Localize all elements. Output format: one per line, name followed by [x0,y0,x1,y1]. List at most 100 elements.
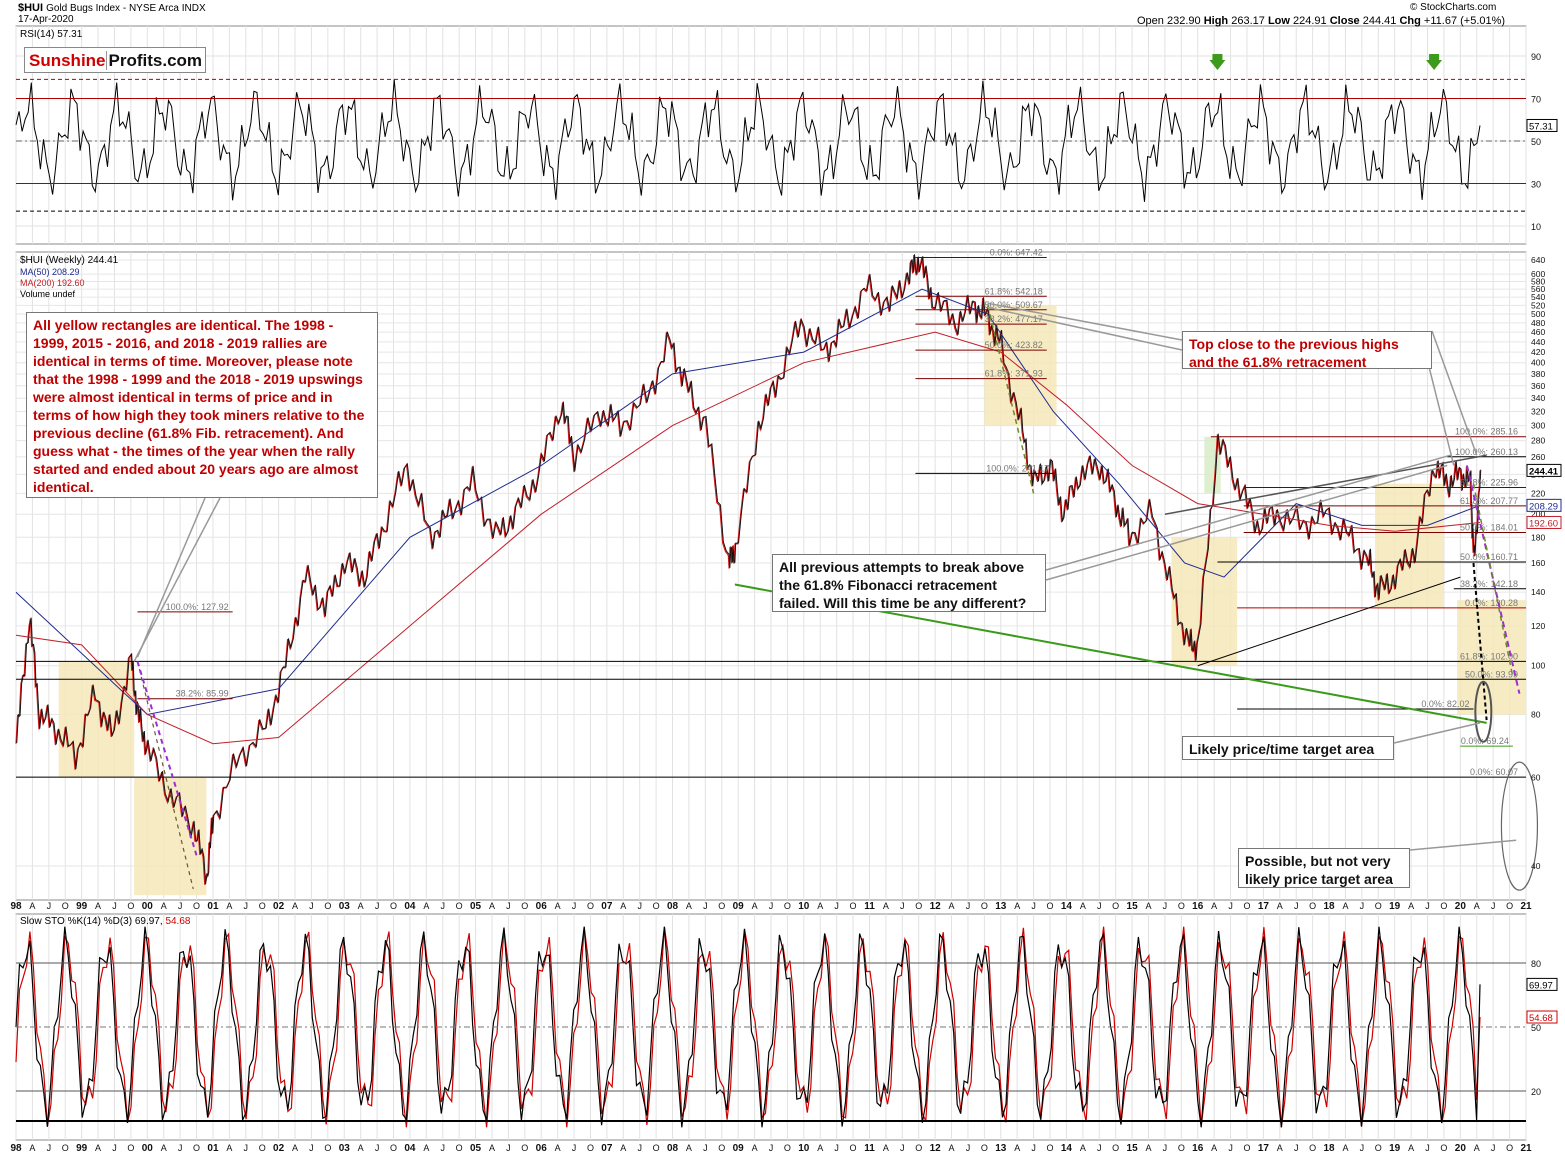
x-tick-label: A [358,901,364,911]
rsi-tick-label: 10 [1531,222,1541,232]
x-tick-label: O [127,901,134,911]
x-tick-label: O [1112,901,1119,911]
x-tick-label: O [324,1143,331,1153]
black-projection-line [1472,562,1488,721]
x-tick-label: A [555,901,561,911]
x-tick-label: A [1014,901,1020,911]
x-tick-label: J [440,901,445,911]
x-tick-label: O [784,901,791,911]
x-tick-label: A [555,1143,561,1153]
x-tick-label: J [637,1143,642,1153]
x-tick-label: O [1506,1143,1513,1153]
price-tick-label: 40 [1531,861,1541,871]
x-tick-label: J [769,901,774,911]
x-tick-label: O [521,1143,528,1153]
green-down-arrow [1209,54,1226,70]
x-tick-label: J [1360,1143,1365,1153]
time-window-rectangle [1457,600,1526,715]
x-tick-label: J [1228,1143,1233,1153]
header-symbol-line: $HUI Gold Bugs Index - NYSE Arca INDX [18,2,206,14]
x-tick-label: J [1425,1143,1430,1153]
x-tick-label: 05 [470,901,482,912]
x-tick-label: A [95,901,101,911]
x-tick-label: J [47,901,52,911]
x-tick-label: O [1243,1143,1250,1153]
x-tick-label: J [112,1143,117,1153]
sto-value-label: 54.68 [1529,1013,1553,1024]
x-tick-label: J [375,901,380,911]
x-tick-label: 19 [1389,901,1401,912]
x-tick-label: O [390,901,397,911]
x-tick-label: O [915,1143,922,1153]
x-tick-label: A [949,901,955,911]
fib-level-label: 61.8%: 207.77 [1460,496,1518,506]
x-tick-label: A [620,901,626,911]
x-tick-label: 08 [667,901,679,912]
fib-level-label: 61.8%: 225.96 [1460,478,1518,488]
price-tick-label: 60 [1531,772,1541,782]
x-tick-label: J [1294,1143,1299,1153]
time-window-rectangle [1171,537,1238,666]
x-tick-label: J [1425,901,1430,911]
x-tick-label: A [620,1143,626,1153]
note-connector-line [1393,722,1481,744]
x-tick-label: 16 [1192,901,1204,912]
annotation-lines [16,54,1539,1122]
x-tick-label: J [703,901,708,911]
fib-level-label: 38.2%: 85.99 [176,689,229,699]
x-tick-label: A [1145,1143,1151,1153]
price-value-label: 244.41 [1529,466,1559,477]
x-tick-label: 11 [864,1143,875,1154]
price-tick-label: 200 [1531,509,1545,519]
fib-level-label: 50.0%: 93.99 [1465,669,1518,679]
time-window-rectangle [1375,483,1444,609]
ma200-line [15,331,1481,745]
x-tick-label: A [1342,1143,1348,1153]
x-tick-label: 12 [930,901,942,912]
price-value-label: 192.60 [1529,518,1558,529]
price-tick-label: 140 [1531,587,1545,597]
price-tick-label: 180 [1531,532,1545,542]
ma50-legend: MA(50) 208.29 [20,267,80,277]
price-value-label: 208.29 [1529,501,1558,512]
x-tick-label: J [1491,901,1496,911]
ohlc-line: Open 232.90 High 263.17 Low 224.91 Close… [1137,15,1506,27]
top-close-note: Top close to the previous highs and the … [1182,331,1432,370]
x-tick-label: 19 [1389,1143,1401,1154]
x-tick-label: J [900,901,905,911]
x-tick-label: 04 [404,901,416,912]
x-tick-label: 14 [1061,1143,1073,1154]
price-tick-label: 540 [1531,292,1545,302]
x-tick-label: O [62,1143,69,1153]
x-tick-label: O [1375,1143,1382,1153]
rsi-tick-label: 50 [1531,137,1541,147]
x-tick-label: 06 [536,901,548,912]
x-tick-label: A [29,901,35,911]
x-tick-label: A [1014,1143,1020,1153]
rsi-value-box [1526,118,1558,132]
price-tick-label: 380 [1531,369,1545,379]
x-tick-label: A [1080,1143,1086,1153]
x-tick-label: O [1178,1143,1185,1153]
volume-legend: Volume undef [20,289,76,299]
price-value-box [1526,515,1562,529]
x-tick-label: A [423,901,429,911]
x-tick-label: O [456,901,463,911]
x-tick-label: A [489,901,495,911]
x-tick-label: O [587,1143,594,1153]
price-tick-label: 120 [1531,621,1545,631]
price-value-box [1526,498,1562,512]
sto-tick-label: 20 [1531,1087,1541,1097]
lower-channel-line [1197,576,1461,667]
x-tick-label: 11 [864,901,875,912]
x-tick-label: 21 [1520,1143,1532,1154]
sto-legend: Slow STO %K(14) %D(3) 69.97, 54.68 [20,916,191,927]
x-tick-label: O [1047,901,1054,911]
x-tick-label: J [900,1143,905,1153]
price-tick-label: 260 [1531,452,1545,462]
x-tick-label: A [292,1143,298,1153]
x-tick-label: 18 [1323,1143,1335,1154]
note-connector-line [133,497,221,662]
x-tick-label: O [587,901,594,911]
